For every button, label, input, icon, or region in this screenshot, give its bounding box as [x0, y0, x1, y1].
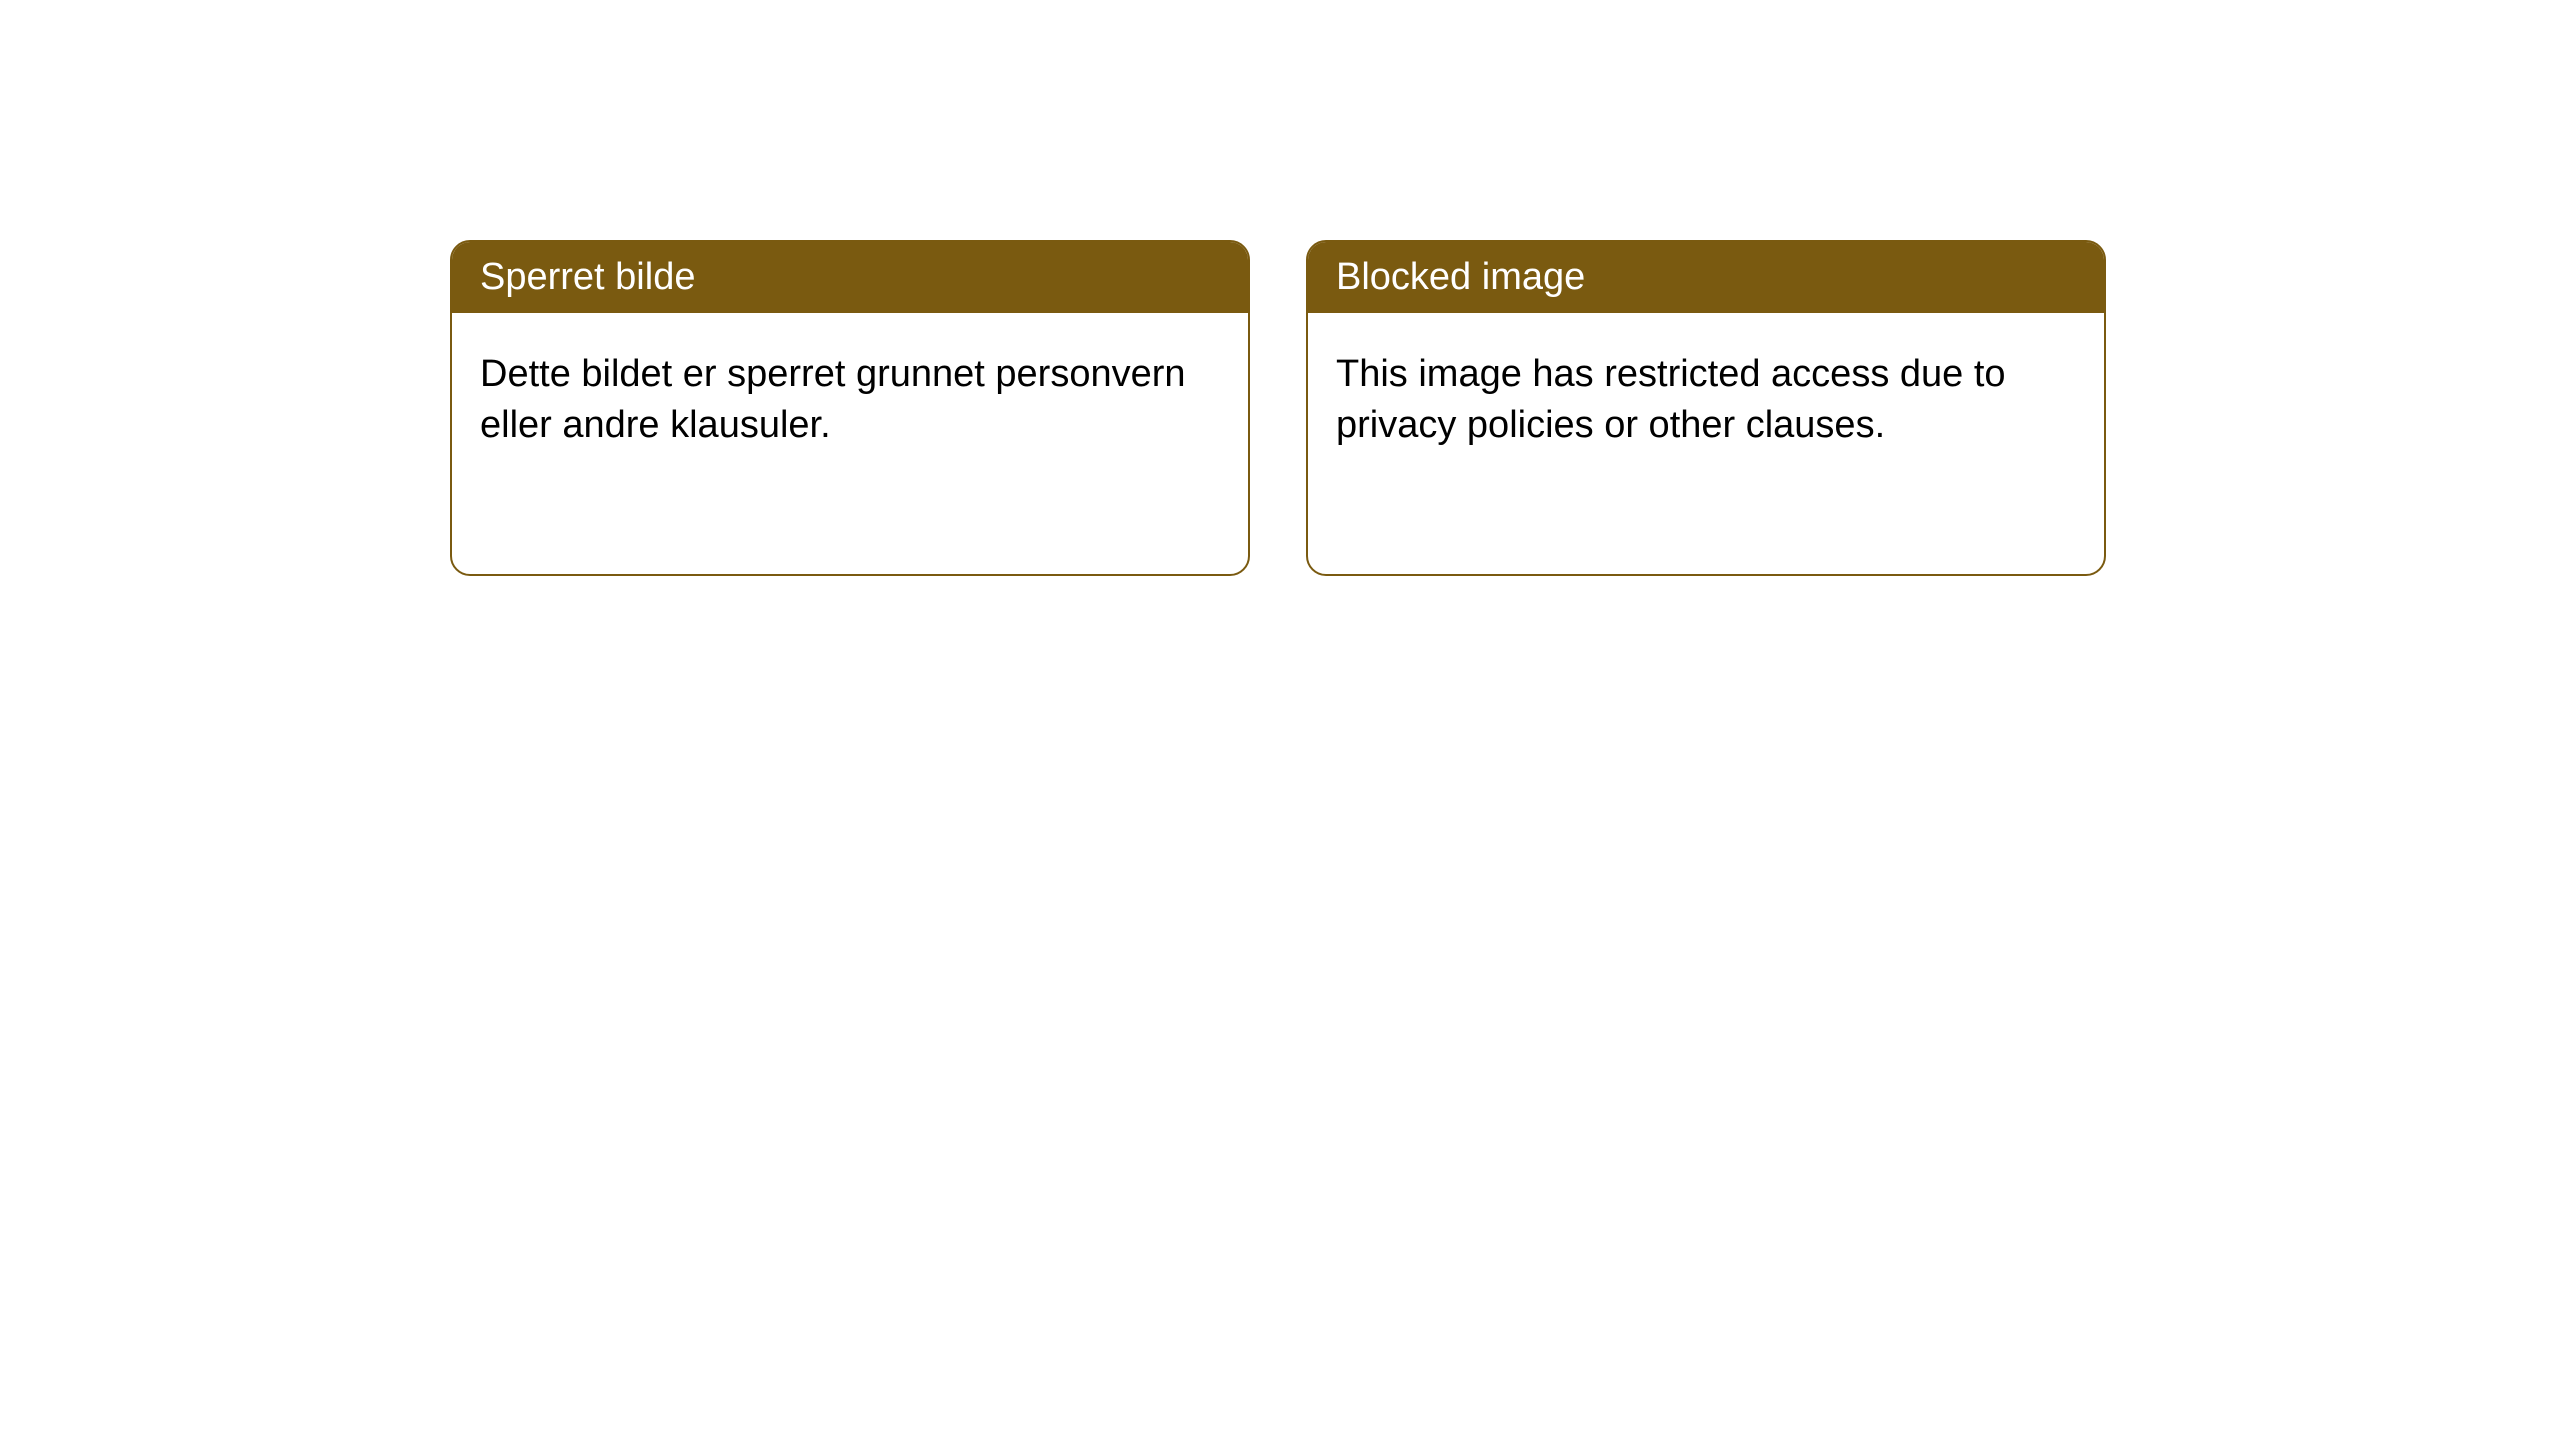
card-body-no: Dette bildet er sperret grunnet personve…: [452, 313, 1248, 488]
blocked-image-card-no: Sperret bilde Dette bildet er sperret gr…: [450, 240, 1250, 576]
card-header-no: Sperret bilde: [452, 242, 1248, 313]
notice-container: Sperret bilde Dette bildet er sperret gr…: [0, 0, 2560, 576]
blocked-image-card-en: Blocked image This image has restricted …: [1306, 240, 2106, 576]
card-header-en: Blocked image: [1308, 242, 2104, 313]
card-body-en: This image has restricted access due to …: [1308, 313, 2104, 488]
